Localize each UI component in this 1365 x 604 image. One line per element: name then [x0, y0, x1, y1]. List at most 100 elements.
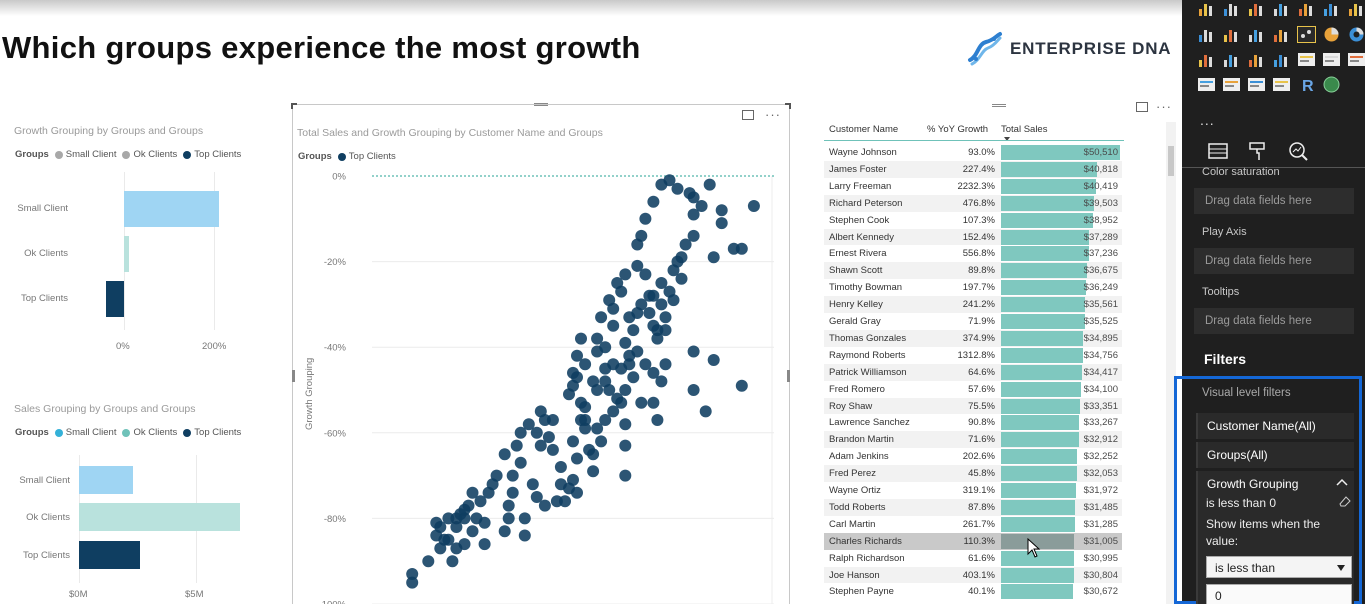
analytics-magnifier-icon[interactable]: [1286, 140, 1310, 162]
filled-map-icon[interactable]: [1247, 51, 1266, 68]
scatter-point[interactable]: [571, 486, 583, 499]
scatter-point[interactable]: [715, 217, 728, 230]
table-row[interactable]: Ralph Richardson 61.6% $30,995: [824, 549, 1122, 567]
chevron-up-icon[interactable]: [1336, 478, 1348, 486]
scatter-point[interactable]: [502, 499, 515, 512]
scatter-point[interactable]: [651, 414, 664, 426]
kpi-icon[interactable]: [1197, 76, 1216, 93]
table-focus-icon[interactable]: [1136, 102, 1148, 112]
scatter-point[interactable]: [655, 277, 668, 289]
scatter-point[interactable]: [639, 268, 652, 281]
sales-bar[interactable]: [79, 503, 241, 531]
scatter-point[interactable]: [671, 182, 684, 195]
scatter-point[interactable]: [635, 298, 648, 311]
scatter-point[interactable]: [514, 456, 527, 469]
scatter-point[interactable]: [631, 345, 644, 358]
table-resize-handle[interactable]: [992, 104, 1006, 107]
stacked-column-icon[interactable]: [1272, 0, 1291, 17]
scatter-point[interactable]: [687, 384, 700, 396]
scatter-point[interactable]: [639, 212, 652, 225]
table-row[interactable]: Roy Shaw 75.5% $33,351: [824, 397, 1122, 415]
scatter-point[interactable]: [655, 375, 668, 388]
table-row[interactable]: Todd Roberts 87.8% $31,485: [824, 498, 1122, 516]
pie-chart-icon[interactable]: [1322, 26, 1341, 43]
scatter-point[interactable]: [619, 418, 632, 431]
resize-handle-left[interactable]: [292, 370, 295, 382]
growth-bar[interactable]: [124, 191, 219, 227]
legend-item-ok[interactable]: Ok Clients: [122, 427, 177, 438]
legend-item-small[interactable]: Small Client: [54, 427, 116, 438]
scatter-point[interactable]: [542, 431, 555, 444]
focus-mode-icon[interactable]: [742, 110, 754, 120]
table-icon[interactable]: [1247, 76, 1266, 93]
table-row[interactable]: Adam Jenkins 202.6% $32,252: [824, 448, 1122, 466]
field-drop-zone[interactable]: Drag data fields here: [1194, 308, 1354, 334]
growth-bar[interactable]: [106, 281, 124, 317]
scatter-point[interactable]: [635, 396, 648, 409]
table-row[interactable]: James Foster 227.4% $40,818: [824, 160, 1122, 178]
filter-card-customer-name[interactable]: Customer Name(All): [1196, 413, 1354, 439]
condition-dropdown[interactable]: is less than: [1206, 556, 1352, 578]
scatter-point[interactable]: [627, 324, 640, 337]
scatter-point[interactable]: [603, 384, 616, 396]
scatter-point[interactable]: [707, 354, 720, 366]
scatter-point[interactable]: [607, 319, 620, 332]
scatter-point[interactable]: [639, 358, 652, 371]
slicer-icon[interactable]: [1222, 76, 1241, 93]
matrix-icon[interactable]: [1272, 76, 1291, 93]
table-row[interactable]: Albert Kennedy 152.4% $37,289: [824, 228, 1122, 246]
scatter-plot[interactable]: 0% -20% -40% -60% -80% -100%: [300, 165, 780, 604]
scatter-point[interactable]: [703, 178, 716, 191]
scatter-point[interactable]: [611, 277, 624, 289]
scatter-point[interactable]: [550, 495, 563, 508]
scatter-point[interactable]: [514, 426, 527, 439]
scatter-point[interactable]: [675, 251, 688, 264]
col-yoy-growth[interactable]: % YoY Growth: [927, 124, 989, 135]
scatter-point[interactable]: [599, 362, 612, 375]
scatter-point[interactable]: [406, 568, 419, 580]
scatter-point[interactable]: [446, 555, 459, 568]
clustered-bar-icon[interactable]: [1247, 0, 1266, 17]
scatter-point[interactable]: [579, 401, 592, 414]
scatter-point[interactable]: [478, 538, 491, 551]
scatter-point[interactable]: [687, 345, 700, 358]
legend-item-top[interactable]: Top Clients: [337, 151, 396, 162]
stacked-area-icon[interactable]: [1347, 0, 1365, 17]
treemap-icon[interactable]: [1197, 51, 1216, 68]
scatter-point[interactable]: [627, 371, 640, 384]
scatter-point[interactable]: [647, 195, 660, 208]
scatter-point[interactable]: [659, 311, 672, 324]
resize-handle-right[interactable]: [787, 370, 790, 382]
scatter-point[interactable]: [647, 396, 660, 409]
scatter-point[interactable]: [619, 268, 632, 281]
table-row[interactable]: Brandon Martin 71.6% $32,912: [824, 431, 1122, 449]
scatter-point[interactable]: [534, 439, 547, 452]
table-row[interactable]: Patrick Williamson 64.6% $34,417: [824, 363, 1122, 381]
scatter-point[interactable]: [591, 345, 604, 358]
more-options-icon[interactable]: ···: [765, 107, 781, 122]
scatter-point[interactable]: [478, 516, 491, 529]
format-paint-roller-icon[interactable]: [1246, 140, 1270, 162]
col-customer-name[interactable]: Customer Name: [829, 124, 899, 135]
scatter-point[interactable]: [647, 289, 660, 302]
scatter-point[interactable]: [498, 525, 511, 538]
eraser-icon[interactable]: [1338, 495, 1352, 507]
scatter-point[interactable]: [434, 521, 447, 533]
scatter-point[interactable]: [474, 495, 487, 508]
scatter-point[interactable]: [695, 200, 708, 212]
col-total-sales[interactable]: Total Sales: [1001, 124, 1048, 135]
table-row[interactable]: Lawrence Sanchez 90.8% $33,267: [824, 414, 1122, 432]
table-row[interactable]: Henry Kelley 241.2% $35,561: [824, 296, 1122, 314]
scatter-point[interactable]: [530, 426, 543, 439]
scatter-point[interactable]: [506, 486, 519, 499]
scatter-point[interactable]: [462, 499, 475, 512]
growth-bar[interactable]: [124, 236, 129, 272]
scatter-point[interactable]: [526, 478, 539, 491]
scatter-point[interactable]: [591, 422, 604, 435]
map-icon[interactable]: [1222, 51, 1241, 68]
table-row[interactable]: Timothy Bowman 197.7% $36,249: [824, 279, 1122, 297]
ribbon-chart-icon[interactable]: [1247, 26, 1266, 43]
corner-handle-tl[interactable]: [291, 103, 297, 109]
scatter-point[interactable]: [554, 461, 567, 473]
scatter-point[interactable]: [687, 229, 700, 242]
